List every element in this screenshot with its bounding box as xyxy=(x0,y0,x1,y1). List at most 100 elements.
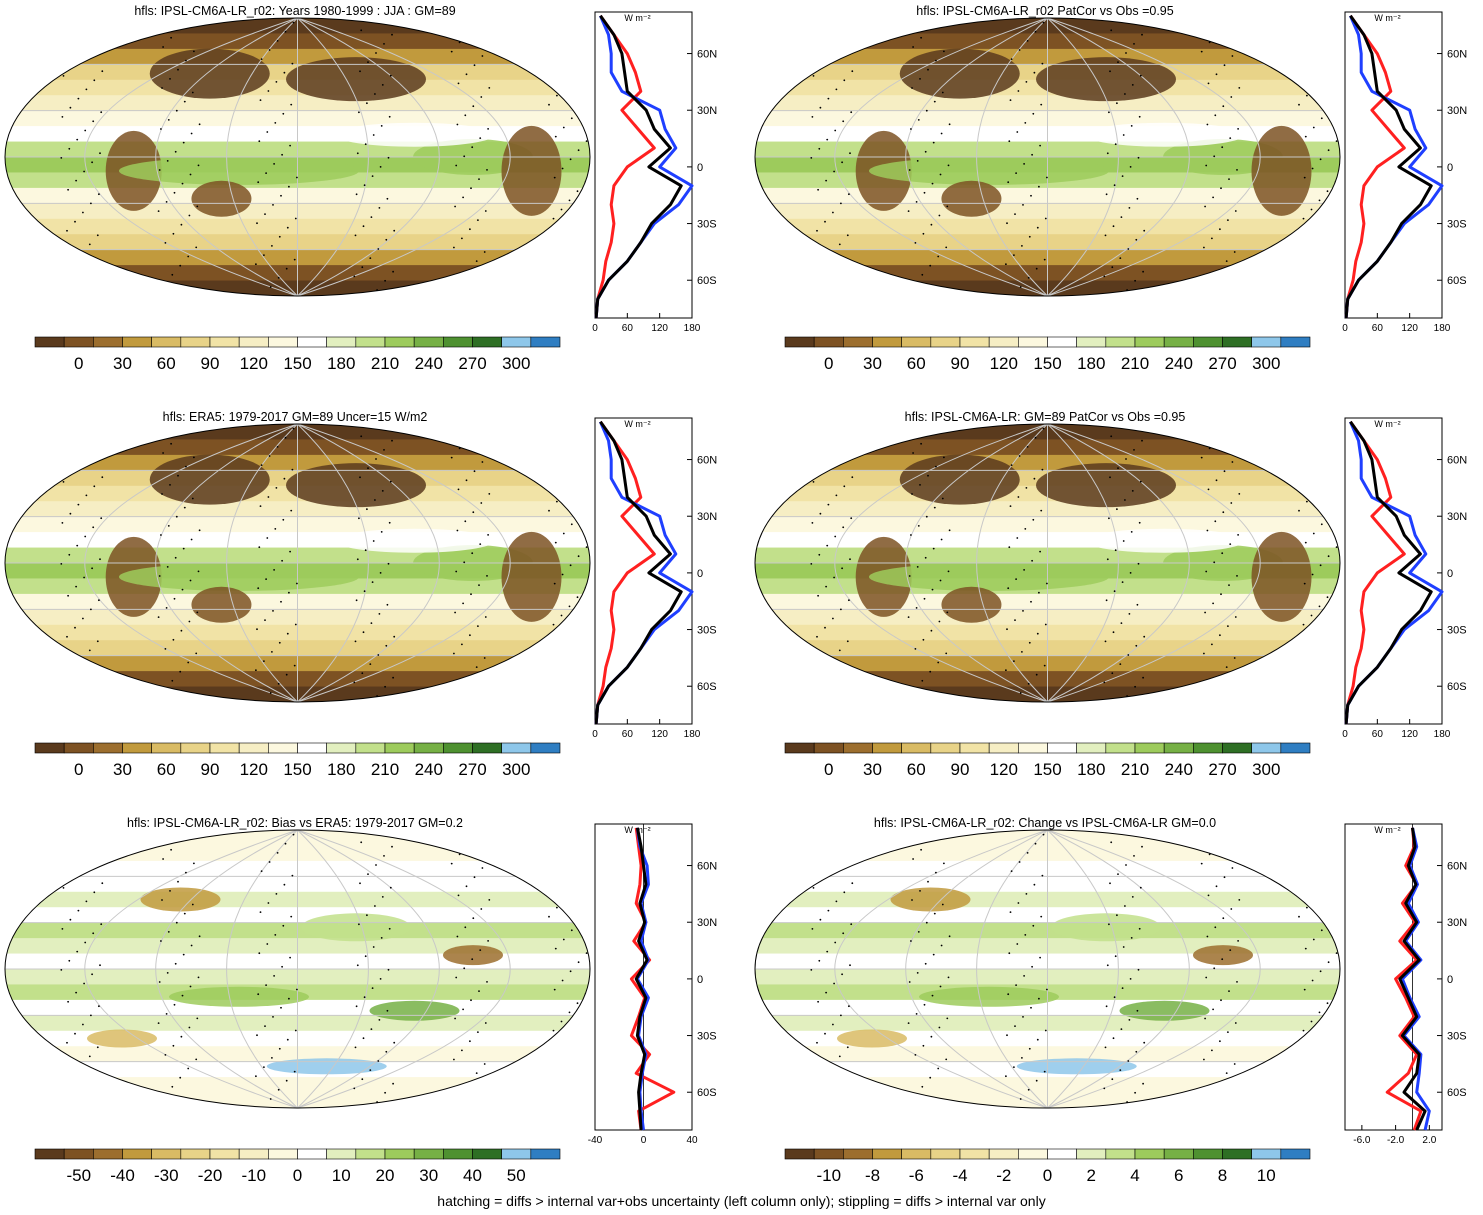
stipple-dot xyxy=(586,505,589,507)
stipple-dot xyxy=(359,70,361,73)
colorbar-label: 10 xyxy=(332,1166,351,1185)
stipple-dot xyxy=(1137,562,1140,565)
stipple-dot xyxy=(1005,669,1007,672)
stipple-dot xyxy=(821,430,824,433)
colorbar-swatch xyxy=(472,336,502,348)
stipple-dot xyxy=(921,273,924,276)
stipple-dot xyxy=(393,635,396,638)
colorbar-swatch xyxy=(1047,1148,1077,1160)
stipple-dot xyxy=(1201,287,1204,290)
stipple-dot xyxy=(386,603,389,606)
stipple-dot xyxy=(481,55,484,57)
stipple-dot xyxy=(182,141,185,144)
stipple-dot xyxy=(1310,614,1313,617)
panel-title-5: hfls: IPSL-CM6A-LR_r02: Bias vs ERA5: 19… xyxy=(127,816,463,830)
stipple-dot xyxy=(483,1063,486,1065)
stipple-dot xyxy=(1030,1006,1032,1009)
stipple-dot xyxy=(824,626,826,629)
stipple-dot xyxy=(908,575,911,577)
stipple-dot xyxy=(160,940,162,942)
stipple-dot xyxy=(484,616,487,618)
stipple-dot xyxy=(1022,610,1024,612)
stipple-dot xyxy=(1302,217,1305,220)
stipple-dot xyxy=(456,123,459,126)
panel-5: -50 -40 -30 -20 -10 0 10 20 30 40 50W m⁻²60N30N030… xyxy=(4,823,717,1185)
stipple-dot xyxy=(1129,978,1132,980)
stipple-dot xyxy=(1233,1063,1236,1065)
stipple-dot xyxy=(157,616,160,618)
map-outline xyxy=(754,423,1341,703)
stipple-dot xyxy=(172,232,175,235)
stipple-dot xyxy=(358,111,360,114)
stipple-dot xyxy=(87,1096,90,1099)
stipple-dot xyxy=(1105,599,1108,602)
xtick-label: 180 xyxy=(684,729,701,740)
stipple-dot xyxy=(910,940,912,942)
stipple-dot xyxy=(1024,122,1027,124)
stipple-dot xyxy=(78,462,81,465)
stipple-dot xyxy=(1024,934,1027,936)
colorbar-swatch xyxy=(1280,336,1311,348)
stipple-dot xyxy=(290,509,293,512)
stipple-dot xyxy=(1209,278,1212,281)
profile-series-line xyxy=(594,420,656,725)
stipple-dot xyxy=(161,899,163,901)
stipple-dot xyxy=(1338,464,1340,466)
colorbar-swatch xyxy=(472,1148,502,1160)
stipple-dot xyxy=(923,191,926,194)
stipple-dot xyxy=(183,912,186,915)
colorbar-swatch xyxy=(1134,1148,1165,1160)
stipple-dot xyxy=(1044,623,1047,626)
stipple-dot xyxy=(566,1093,569,1096)
stipple-dot xyxy=(268,49,271,51)
stipple-dot xyxy=(1220,187,1222,190)
stipple-dot xyxy=(1104,1046,1107,1049)
stipple-dot xyxy=(458,853,461,856)
stipple-dot xyxy=(372,946,375,948)
stipple-dot xyxy=(755,424,756,425)
colorbar-label: 2 xyxy=(1087,1166,1096,1185)
stipple-dot xyxy=(1300,427,1303,430)
stipple-dot xyxy=(1109,882,1111,885)
graticule-lon xyxy=(1047,830,1119,1108)
stipple-dot xyxy=(1240,283,1243,285)
stipple-dot xyxy=(817,594,819,597)
stipple-dot xyxy=(489,858,492,860)
stipple-dot xyxy=(472,917,475,920)
stipple-dot xyxy=(818,959,821,962)
stipple-dot xyxy=(171,679,174,682)
stipple-dot xyxy=(488,899,491,901)
stipple-dot xyxy=(70,65,73,68)
stipple-dot xyxy=(1335,140,1338,143)
stipple-dot xyxy=(830,1064,833,1067)
colorbar-label: -10 xyxy=(816,1166,841,1185)
xtick-label: 120 xyxy=(651,323,668,334)
graticule-lon xyxy=(905,18,1048,296)
colorbar-swatch xyxy=(34,742,65,754)
map-field xyxy=(755,18,1340,296)
stipple-dot xyxy=(1216,844,1219,847)
stipple-dot xyxy=(816,229,818,232)
stipple-dot xyxy=(383,43,385,45)
profile-series-line xyxy=(594,420,683,725)
stipple-dot xyxy=(1323,847,1325,850)
stipple-dot xyxy=(1240,1094,1243,1097)
stipple-dot xyxy=(278,641,281,644)
stipple-dot xyxy=(362,225,365,228)
stipple-dot xyxy=(1314,85,1316,88)
stipple-dot xyxy=(1215,885,1218,888)
profile-unit: W m⁻² xyxy=(624,419,650,429)
stipple-dot xyxy=(850,111,853,114)
stipple-dot xyxy=(1041,468,1044,471)
stipple-dot xyxy=(1238,899,1241,901)
stipple-dot xyxy=(1116,508,1118,511)
stipple-dot xyxy=(1006,628,1008,631)
colorbar-swatch xyxy=(151,742,182,754)
stipple-dot xyxy=(188,1026,191,1029)
stipple-dot xyxy=(187,1067,190,1070)
stipple-dot xyxy=(1116,914,1118,917)
colorbar-swatch xyxy=(813,742,844,754)
colorbar-label: -40 xyxy=(110,1166,135,1185)
stipple-dot xyxy=(564,491,566,494)
